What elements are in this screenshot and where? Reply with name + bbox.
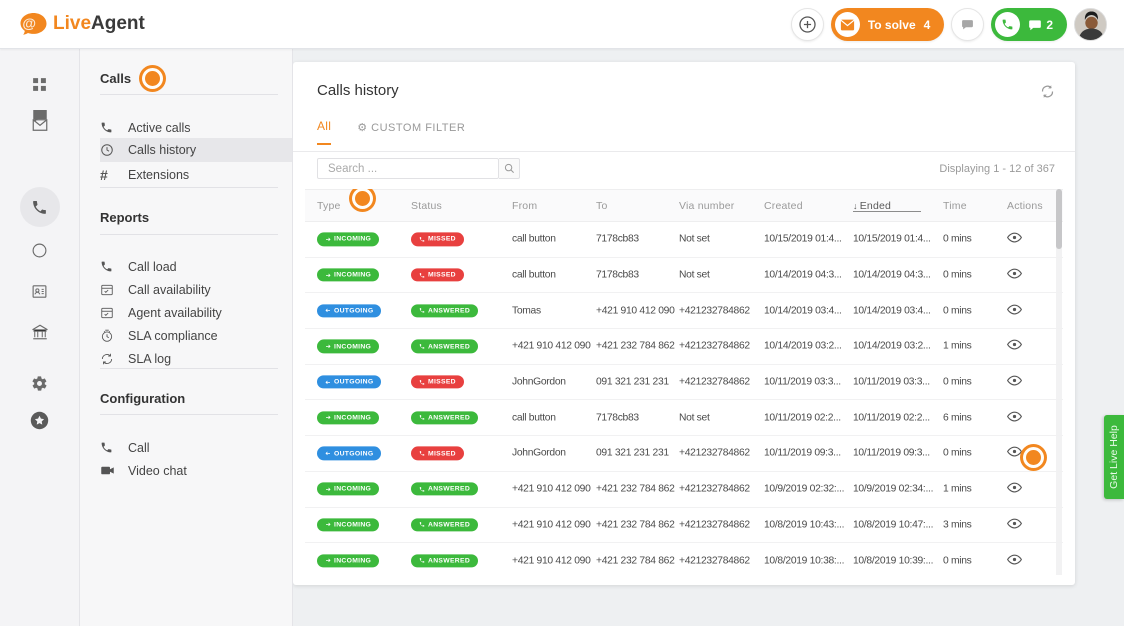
- svg-text:@: @: [22, 15, 36, 31]
